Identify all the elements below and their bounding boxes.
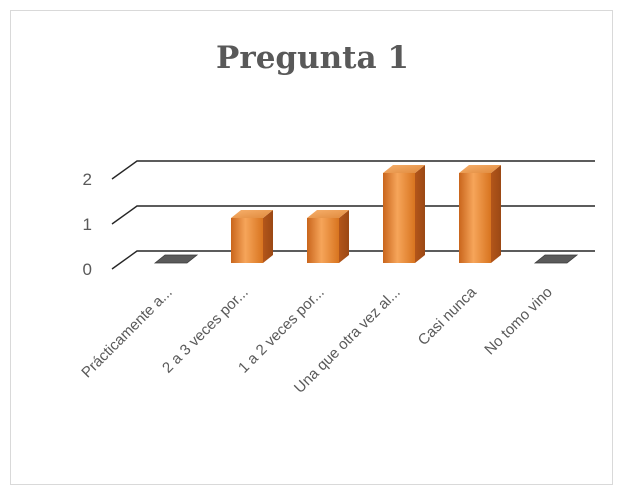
x-category-label: Casi nunca [415,283,481,349]
gridline [111,250,595,270]
gridline [111,160,595,180]
bar [231,210,273,263]
bar-top [231,210,273,218]
y-tick-label: 1 [83,215,92,234]
bar [383,165,425,263]
y-tick-label: 2 [83,170,92,189]
bar-top [383,165,425,173]
chart-title: Pregunta 1 [216,40,409,76]
bar-side [263,210,273,263]
y-tick-label: 0 [83,260,92,279]
bar-front [231,218,263,263]
bar-front [307,218,339,263]
bar [153,254,199,264]
x-category-label: No tomo vino [481,284,556,359]
bar-front [383,173,415,263]
bar-top [459,165,501,173]
bar [459,165,501,263]
bar-top [307,210,349,218]
bar-front [459,173,491,263]
gridline [111,205,595,225]
bar-side [491,165,501,263]
bar-side [415,165,425,263]
bar-zero-marker [153,254,199,264]
bar [533,254,579,264]
bar-zero-marker [533,254,579,264]
bar-side [339,210,349,263]
bar [307,210,349,263]
